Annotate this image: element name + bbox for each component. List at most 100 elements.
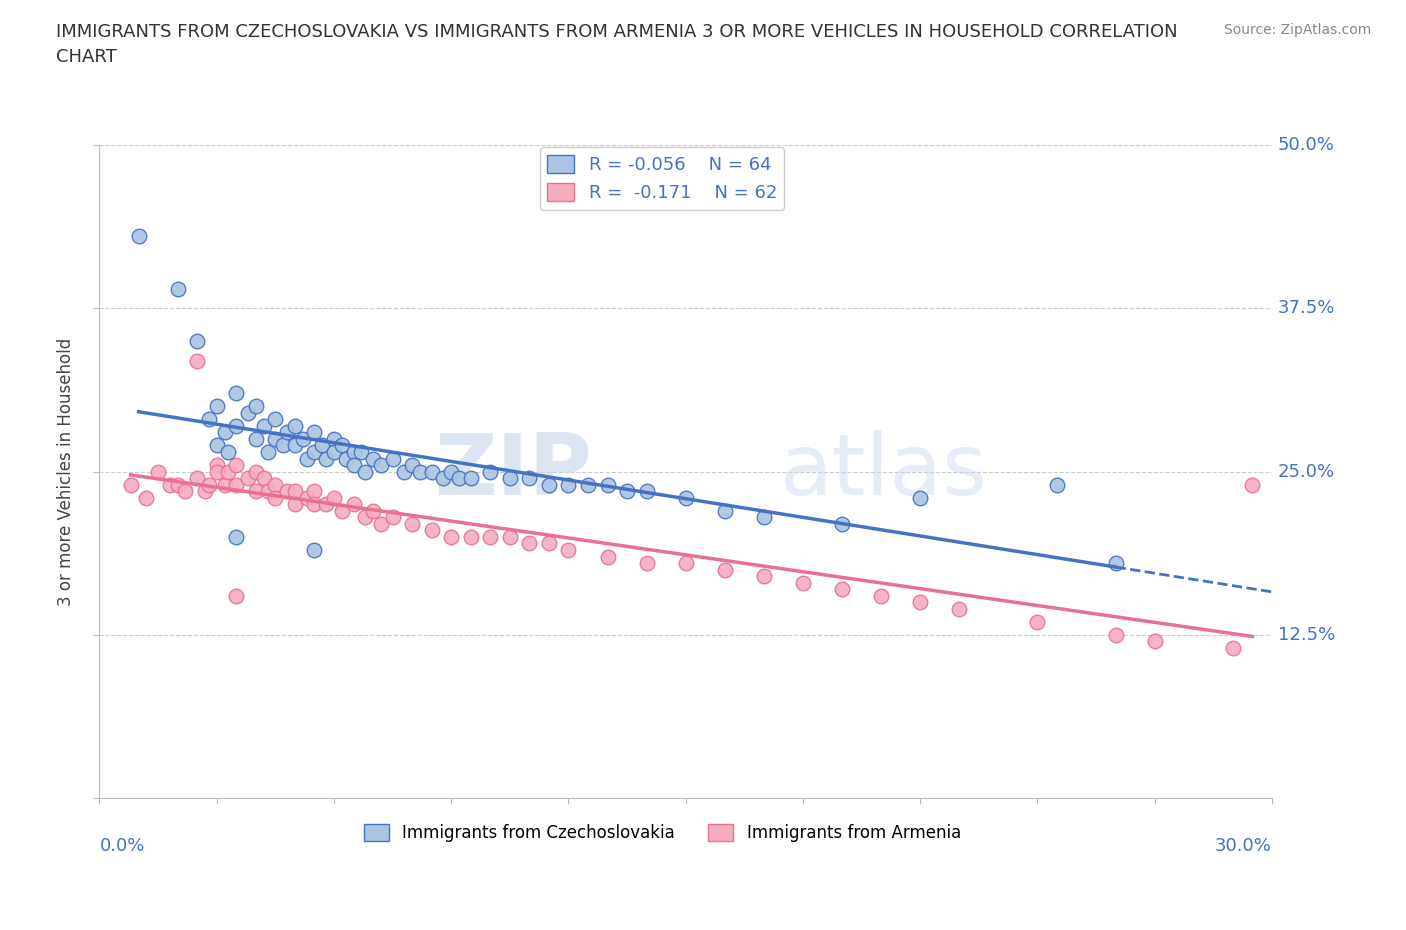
Point bbox=[198, 412, 221, 427]
Point bbox=[245, 399, 267, 414]
Point bbox=[519, 536, 541, 551]
Point bbox=[186, 471, 208, 485]
Point bbox=[236, 471, 259, 485]
Point bbox=[557, 542, 579, 557]
Text: ZIP: ZIP bbox=[434, 430, 592, 513]
Point bbox=[225, 386, 247, 401]
Point bbox=[401, 516, 423, 531]
Point bbox=[460, 471, 482, 485]
Text: 37.5%: 37.5% bbox=[1278, 299, 1336, 317]
Point bbox=[908, 595, 931, 610]
Point bbox=[1222, 641, 1244, 656]
Point bbox=[304, 542, 326, 557]
Text: 12.5%: 12.5% bbox=[1278, 626, 1336, 644]
Point bbox=[792, 575, 814, 590]
Text: IMMIGRANTS FROM CZECHOSLOVAKIA VS IMMIGRANTS FROM ARMENIA 3 OR MORE VEHICLES IN : IMMIGRANTS FROM CZECHOSLOVAKIA VS IMMIGR… bbox=[56, 23, 1178, 66]
Point bbox=[225, 458, 247, 472]
Point bbox=[217, 445, 239, 459]
Legend: Immigrants from Czechoslovakia, Immigrants from Armenia: Immigrants from Czechoslovakia, Immigran… bbox=[357, 817, 967, 849]
Point bbox=[537, 477, 560, 492]
Point bbox=[174, 484, 197, 498]
Point bbox=[264, 432, 287, 446]
Point bbox=[146, 464, 169, 479]
Point bbox=[330, 503, 353, 518]
Point bbox=[284, 484, 307, 498]
Point bbox=[948, 602, 970, 617]
Point bbox=[713, 503, 735, 518]
Point bbox=[245, 464, 267, 479]
Point bbox=[401, 458, 423, 472]
Point bbox=[264, 490, 287, 505]
Point bbox=[447, 471, 470, 485]
Point bbox=[186, 353, 208, 368]
Text: 25.0%: 25.0% bbox=[1278, 462, 1334, 481]
Point bbox=[214, 425, 236, 440]
Point bbox=[330, 438, 353, 453]
Point bbox=[256, 484, 278, 498]
Point bbox=[499, 529, 522, 544]
Point bbox=[205, 438, 228, 453]
Point bbox=[304, 497, 326, 512]
Point bbox=[166, 477, 188, 492]
Point bbox=[315, 451, 337, 466]
Point bbox=[350, 445, 373, 459]
Point bbox=[616, 484, 638, 498]
Point bbox=[205, 464, 228, 479]
Point bbox=[499, 471, 522, 485]
Point bbox=[256, 445, 278, 459]
Point bbox=[675, 490, 697, 505]
Point bbox=[295, 451, 318, 466]
Point bbox=[381, 510, 404, 525]
Point bbox=[636, 484, 658, 498]
Point bbox=[217, 464, 239, 479]
Point bbox=[166, 281, 188, 296]
Point bbox=[409, 464, 432, 479]
Point bbox=[245, 484, 267, 498]
Y-axis label: 3 or more Vehicles in Household: 3 or more Vehicles in Household bbox=[58, 338, 75, 605]
Point bbox=[315, 497, 337, 512]
Point bbox=[225, 529, 247, 544]
Point bbox=[225, 477, 247, 492]
Point bbox=[576, 477, 599, 492]
Point bbox=[636, 555, 658, 570]
Point bbox=[713, 562, 735, 577]
Point bbox=[236, 405, 259, 420]
Point bbox=[135, 490, 157, 505]
Point bbox=[214, 477, 236, 492]
Point bbox=[440, 464, 463, 479]
Point bbox=[908, 490, 931, 505]
Point bbox=[354, 510, 377, 525]
Point bbox=[304, 484, 326, 498]
Point bbox=[831, 516, 853, 531]
Point bbox=[264, 412, 287, 427]
Point bbox=[596, 477, 619, 492]
Point bbox=[159, 477, 181, 492]
Point bbox=[1104, 628, 1126, 643]
Point bbox=[276, 484, 298, 498]
Point bbox=[361, 503, 384, 518]
Point bbox=[323, 445, 346, 459]
Point bbox=[537, 536, 560, 551]
Point bbox=[323, 490, 346, 505]
Text: 0.0%: 0.0% bbox=[100, 837, 145, 856]
Point bbox=[284, 497, 307, 512]
Point bbox=[342, 497, 364, 512]
Point bbox=[225, 418, 247, 433]
Point bbox=[479, 464, 502, 479]
Point bbox=[120, 477, 142, 492]
Point bbox=[271, 438, 294, 453]
Point bbox=[225, 589, 247, 604]
Point bbox=[304, 425, 326, 440]
Point bbox=[440, 529, 463, 544]
Point bbox=[420, 464, 443, 479]
Point bbox=[335, 451, 357, 466]
Text: 50.0%: 50.0% bbox=[1278, 136, 1334, 153]
Text: 30.0%: 30.0% bbox=[1215, 837, 1272, 856]
Point bbox=[370, 458, 392, 472]
Point bbox=[284, 418, 307, 433]
Text: Source: ZipAtlas.com: Source: ZipAtlas.com bbox=[1223, 23, 1371, 37]
Point bbox=[205, 399, 228, 414]
Point bbox=[253, 471, 276, 485]
Point bbox=[870, 589, 893, 604]
Point bbox=[1143, 634, 1166, 649]
